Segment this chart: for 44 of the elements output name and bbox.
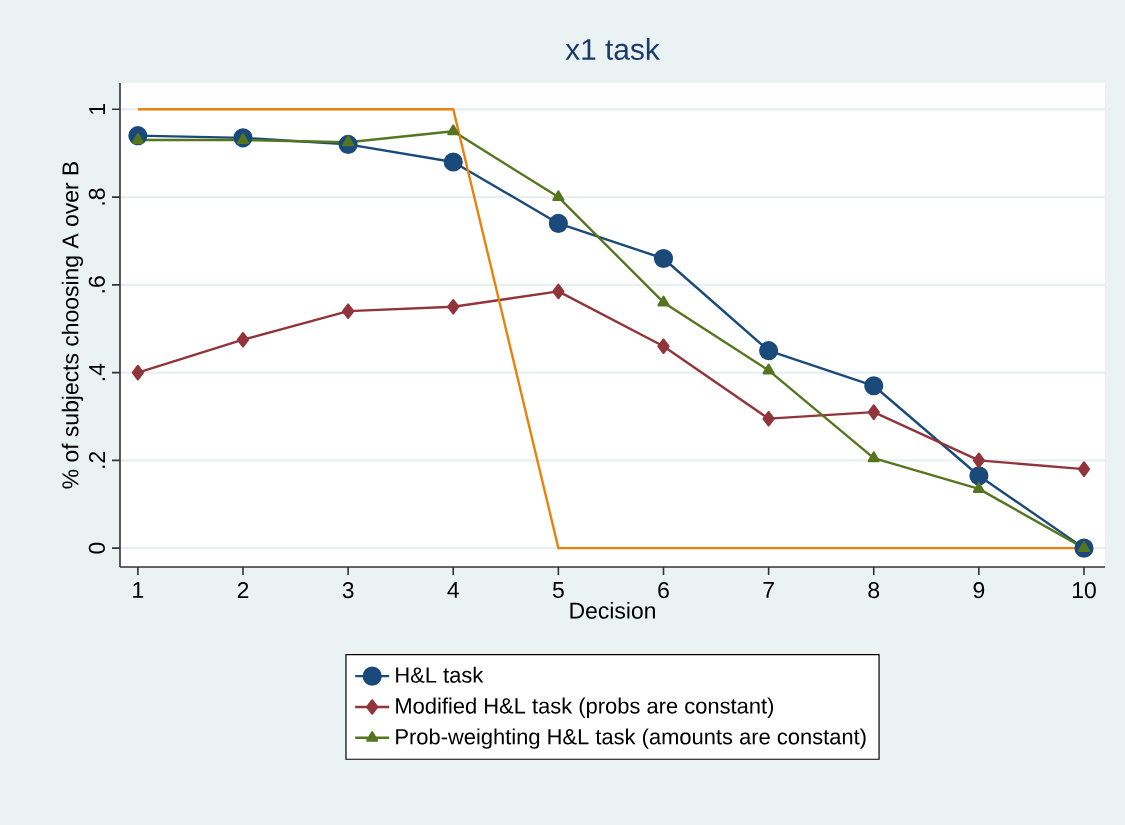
chart-title: x1 task — [565, 38, 660, 60]
point — [236, 331, 250, 348]
point — [657, 295, 670, 307]
point — [447, 124, 460, 136]
point — [1077, 461, 1091, 477]
y-tick-label: .4 — [89, 363, 105, 381]
point — [552, 190, 565, 202]
point — [653, 248, 674, 269]
y-tick-label: 0 — [88, 542, 105, 554]
legend-label: Prob-weighting H&L task (amounts are constant) — [396, 728, 866, 749]
x-tick-label: 6 — [658, 582, 669, 599]
x-tick-label: 3 — [342, 582, 354, 599]
point — [972, 452, 985, 469]
y-tick-label: 1 — [89, 104, 105, 114]
point — [972, 482, 985, 493]
point — [443, 152, 463, 172]
x-tick-label: 8 — [868, 582, 880, 599]
x-tick-label: 10 — [1073, 582, 1096, 599]
y-tick-label: .2 — [88, 451, 105, 468]
x-tick-label: 1 — [133, 582, 144, 598]
x-axis-title: Decision — [570, 601, 655, 619]
point — [762, 410, 775, 427]
point — [867, 451, 880, 463]
y-axis-title: % of subjects choosing A over B — [61, 161, 84, 489]
point — [864, 376, 884, 396]
point — [657, 338, 670, 355]
point — [447, 299, 460, 315]
point — [131, 364, 144, 381]
point — [969, 466, 989, 486]
point — [548, 213, 568, 233]
point — [762, 363, 775, 375]
legend-label: Modified H&L task (probs are constant) — [396, 697, 774, 718]
x-tick-label: 5 — [552, 582, 564, 599]
legend-label: H&L task — [396, 666, 484, 683]
x-tick-label: 7 — [763, 582, 774, 598]
point — [759, 341, 779, 361]
point — [867, 404, 880, 420]
x-tick-label: 4 — [447, 582, 459, 598]
point — [341, 303, 355, 319]
x-tick-label: 2 — [237, 582, 249, 599]
y-tick-label: .8 — [88, 188, 105, 205]
y-tick-label: .6 — [88, 276, 105, 293]
point — [552, 283, 565, 300]
x-tick-label: 9 — [973, 582, 985, 599]
